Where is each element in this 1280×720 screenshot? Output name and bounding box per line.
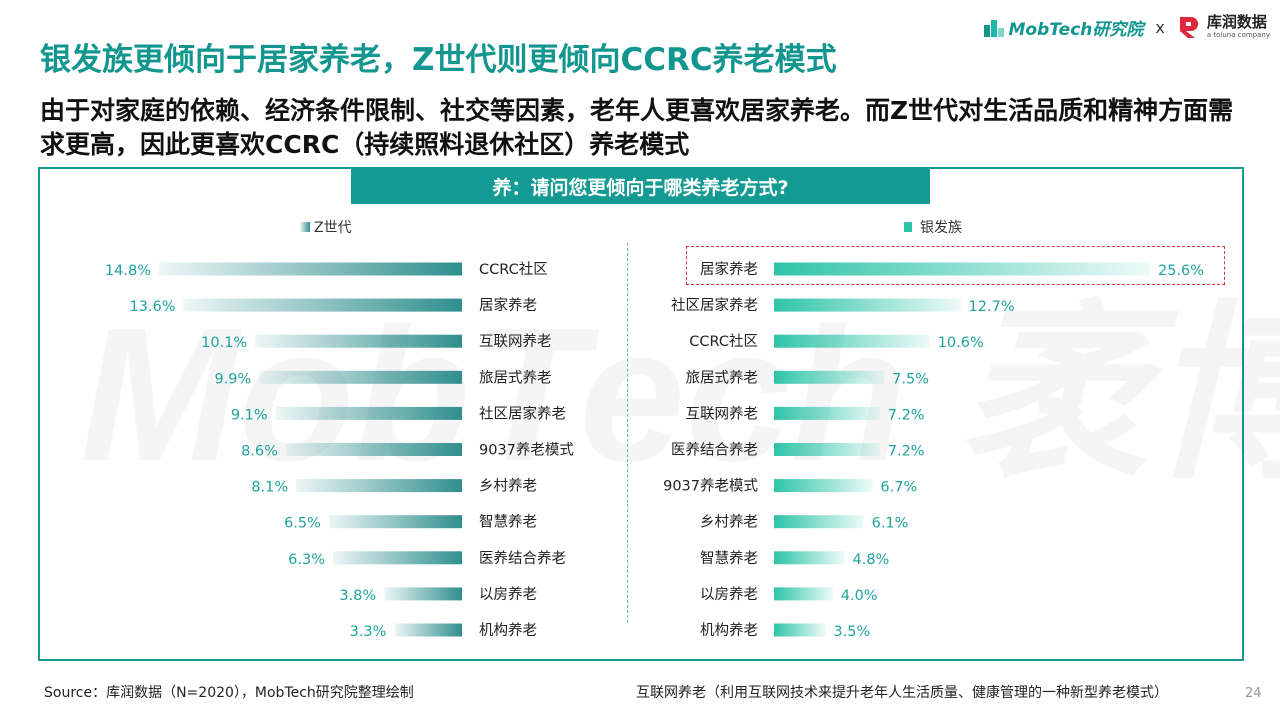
zgen-bar bbox=[159, 262, 462, 276]
silver-bar bbox=[774, 334, 930, 348]
kurun-logo: 库润数据 a toluna company bbox=[1177, 14, 1270, 40]
legend-zgen-label: Z世代 bbox=[314, 220, 352, 236]
zgen-category-label: 机构养老 bbox=[479, 622, 537, 639]
zgen-bar bbox=[384, 587, 462, 601]
page-number: 24 bbox=[1245, 686, 1262, 701]
zgen-value-label: 13.6% bbox=[129, 299, 175, 315]
legend-zgen-swatch bbox=[300, 222, 310, 232]
zgen-bar bbox=[328, 515, 462, 529]
zgen-bar bbox=[259, 370, 462, 384]
silver-bar bbox=[774, 479, 873, 493]
silver-value-label: 3.5% bbox=[833, 624, 870, 640]
zgen-value-label: 10.1% bbox=[201, 335, 247, 351]
zgen-bar bbox=[333, 551, 462, 565]
silver-value-label: 6.1% bbox=[872, 516, 909, 532]
silver-value-label: 10.6% bbox=[938, 335, 984, 351]
zgen-category-label: 互联网养老 bbox=[479, 333, 552, 350]
zgen-bar bbox=[183, 298, 462, 312]
panel-divider bbox=[627, 243, 628, 623]
zgen-category-label: 9037养老模式 bbox=[479, 442, 574, 459]
legend-silver-label: 银发族 bbox=[920, 220, 962, 236]
zgen-bar bbox=[255, 334, 462, 348]
zgen-value-label: 6.3% bbox=[288, 552, 325, 568]
silver-category-label: 居家养老 bbox=[700, 261, 758, 278]
zgen-category-label: 社区居家养老 bbox=[479, 405, 566, 422]
silver-value-label: 6.7% bbox=[880, 480, 917, 496]
page-subtitle: 由于对家庭的依赖、经济条件限制、社交等因素，老年人更喜欢居家养老。而Z世代对生活… bbox=[40, 96, 1234, 159]
zgen-category-label: 医养结合养老 bbox=[479, 550, 566, 567]
silver-value-label: 7.2% bbox=[888, 444, 925, 460]
zgen-category-label: 旅居式养老 bbox=[479, 369, 552, 386]
silver-bar bbox=[774, 623, 826, 637]
definition-note: 互联网养老（利用互联网技术来提升老年人生活质量、健康管理的一种新型养老模式） bbox=[636, 685, 1168, 701]
silver-value-label: 7.2% bbox=[888, 407, 925, 423]
silver-value-label: 12.7% bbox=[969, 299, 1015, 315]
question-banner: 养：请问您更倾向于哪类养老方式? bbox=[351, 168, 930, 204]
silver-category-label: 以房养老 bbox=[700, 586, 758, 603]
logo-separator: x bbox=[1155, 17, 1165, 37]
kurun-logo-sub: a toluna company bbox=[1206, 31, 1270, 39]
mobtech-logo-text: MobTech研究院 bbox=[1008, 19, 1144, 40]
silver-bar bbox=[774, 298, 961, 312]
silver-category-label: 9037养老模式 bbox=[663, 478, 758, 495]
zgen-value-label: 3.8% bbox=[339, 588, 376, 604]
kurun-logo-name: 库润数据 bbox=[1206, 13, 1267, 31]
zgen-value-label: 8.1% bbox=[251, 480, 288, 496]
zgen-bar bbox=[296, 479, 462, 493]
silver-value-label: 4.8% bbox=[853, 552, 890, 568]
zgen-value-label: 9.1% bbox=[231, 407, 268, 423]
silver-category-label: 互联网养老 bbox=[686, 405, 759, 422]
watermark-text: MobTech 袤博 bbox=[80, 289, 1280, 501]
silver-bar bbox=[774, 262, 1150, 276]
silver-bar bbox=[774, 551, 845, 565]
zgen-bar bbox=[394, 623, 462, 637]
silver-category-label: 旅居式养老 bbox=[686, 369, 759, 386]
zgen-category-label: CCRC社区 bbox=[479, 261, 548, 278]
silver-bar bbox=[774, 515, 864, 529]
zgen-category-label: 乡村养老 bbox=[479, 478, 537, 495]
zgen-category-label: 智慧养老 bbox=[479, 514, 537, 531]
source-note: Source：库润数据（N=2020），MobTech研究院整理绘制 bbox=[44, 685, 414, 701]
zgen-category-label: 居家养老 bbox=[479, 297, 537, 314]
zgen-value-label: 9.9% bbox=[214, 371, 251, 387]
mobtech-logo-icon bbox=[983, 20, 1004, 37]
header-logos: MobTech研究院 x 库润数据 a toluna company bbox=[983, 10, 1270, 44]
zgen-value-label: 3.3% bbox=[350, 624, 387, 640]
silver-category-label: 社区居家养老 bbox=[671, 297, 758, 314]
silver-category-label: CCRC社区 bbox=[689, 333, 758, 350]
mobtech-logo: MobTech研究院 bbox=[983, 15, 1144, 40]
silver-category-label: 乡村养老 bbox=[700, 514, 758, 531]
silver-category-label: 医养结合养老 bbox=[671, 442, 758, 459]
zgen-value-label: 6.5% bbox=[284, 516, 321, 532]
page-title: 银发族更倾向于居家养老，Z世代则更倾向CCRC养老模式 bbox=[40, 42, 837, 78]
zgen-bar bbox=[285, 443, 462, 456]
zgen-bar bbox=[275, 406, 462, 420]
silver-bar bbox=[774, 587, 833, 601]
kurun-logo-icon bbox=[1179, 17, 1198, 38]
silver-category-label: 智慧养老 bbox=[700, 550, 758, 567]
highlight-box bbox=[686, 246, 1225, 285]
silver-value-label: 25.6% bbox=[1158, 263, 1204, 279]
silver-value-label: 7.5% bbox=[892, 371, 929, 387]
zgen-category-label: 以房养老 bbox=[479, 586, 537, 603]
silver-bar bbox=[774, 443, 880, 456]
zgen-value-label: 8.6% bbox=[241, 444, 278, 460]
silver-bar bbox=[774, 370, 885, 384]
silver-bar bbox=[774, 406, 880, 420]
silver-category-label: 机构养老 bbox=[700, 622, 758, 639]
silver-value-label: 4.0% bbox=[841, 588, 878, 604]
zgen-value-label: 14.8% bbox=[105, 263, 151, 279]
question-text: 养：请问您更倾向于哪类养老方式? bbox=[492, 176, 789, 199]
legend-silver-swatch bbox=[904, 222, 912, 232]
